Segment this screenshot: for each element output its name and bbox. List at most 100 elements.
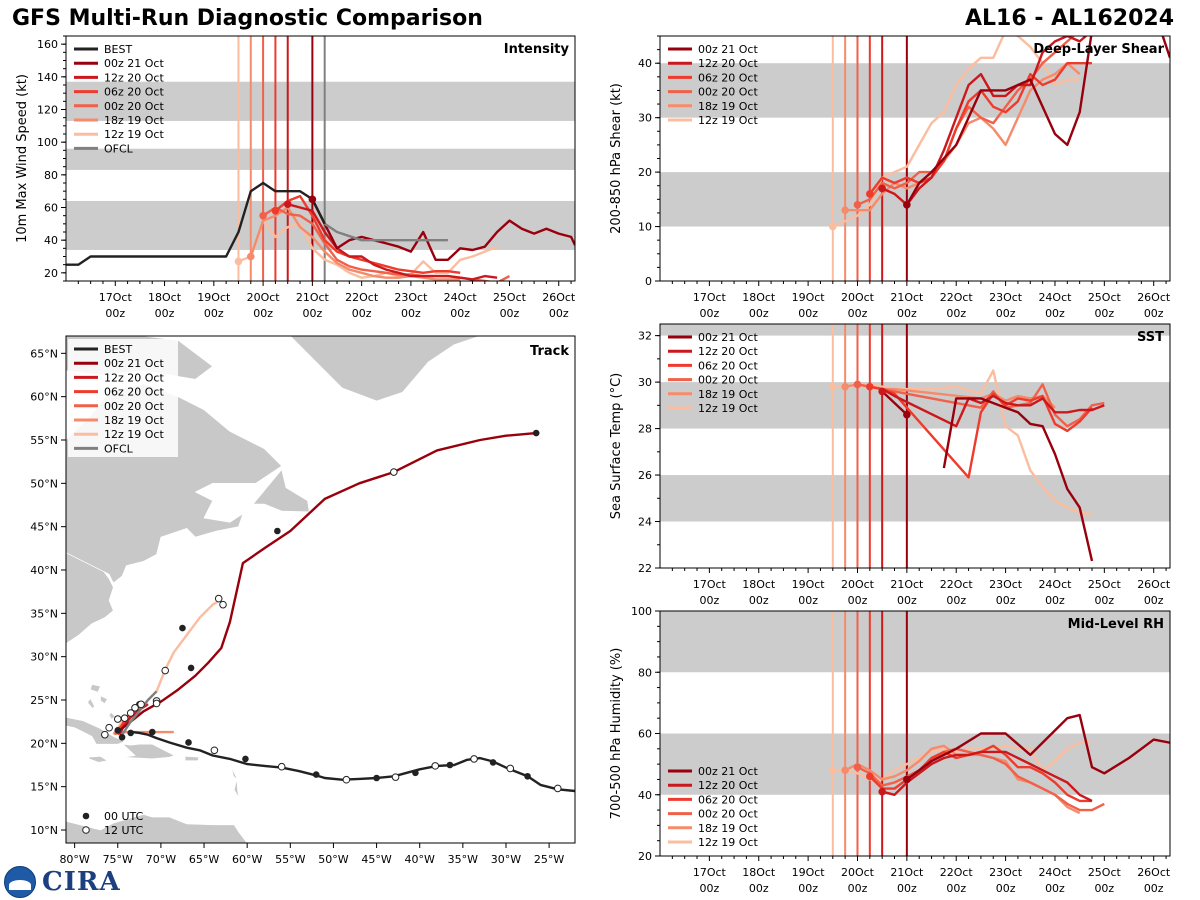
y-tick-label: 32 — [638, 330, 652, 343]
y-tick-label: 22 — [638, 562, 652, 575]
y-tick-label: 80 — [638, 666, 652, 679]
x-tick-label: 00z — [848, 594, 868, 607]
x-tick-label: 20Oct — [247, 291, 281, 304]
shaded-band — [660, 611, 1170, 673]
x-tick-label: 80°W — [59, 853, 89, 866]
track-line — [113, 730, 174, 735]
x-tick-label: 00z — [352, 307, 372, 320]
x-tick-label: 00z — [749, 307, 769, 320]
x-tick-label: 19Oct — [197, 291, 231, 304]
x-tick-label: 45°W — [361, 853, 391, 866]
y-tick-label: 60 — [638, 728, 652, 741]
point-12utc — [553, 784, 562, 793]
x-tick-label: 00z — [848, 882, 868, 895]
axes-frame — [65, 335, 576, 844]
legend-entry: 00z 21 Oct — [698, 765, 758, 778]
x-tick-label: 00z — [1094, 594, 1114, 607]
y-tick-label: 20 — [44, 267, 58, 280]
point-00utc — [127, 729, 135, 737]
legend-entry: 00z 21 Oct — [698, 331, 758, 344]
y-axis-label: 700-500 hPa Humidity (%) — [609, 648, 624, 820]
init-marker — [828, 382, 837, 391]
point-12utc — [210, 746, 219, 755]
x-tick-label: 25°W — [534, 853, 564, 866]
y-tick-label: 100 — [37, 136, 58, 149]
y-tick-label: 28 — [638, 423, 652, 436]
point-12utc — [506, 764, 515, 773]
point-00utc — [524, 772, 531, 780]
legend-point-12utc — [82, 826, 90, 834]
x-tick-label: 00z — [798, 307, 818, 320]
init-marker — [903, 200, 911, 209]
legend-entry: 12z 20 Oct — [698, 57, 758, 70]
page-title: GFS Multi-Run Diagnostic Comparison — [12, 6, 483, 31]
x-tick-label: 18Oct — [742, 578, 776, 591]
x-tick-label: 00z — [450, 307, 470, 320]
x-tick-label: 00z — [749, 594, 769, 607]
x-tick-label: 00z — [1094, 307, 1114, 320]
y-tick-label: 160 — [37, 38, 58, 51]
x-tick-label: 00z — [253, 307, 273, 320]
x-tick-label: 19Oct — [792, 578, 826, 591]
point-00utc — [274, 527, 281, 535]
y-tick-label: 10°N — [30, 824, 58, 837]
x-tick-label: 00z — [549, 307, 569, 320]
land-mass — [87, 697, 95, 710]
y-tick-label: 20 — [638, 850, 652, 863]
x-tick-label: 23Oct — [989, 578, 1023, 591]
x-tick-label: 00z — [1045, 882, 1065, 895]
x-tick-label: 35°W — [448, 853, 478, 866]
x-tick-label: 00z — [1094, 882, 1114, 895]
series-line — [238, 219, 498, 279]
series-line — [249, 206, 461, 281]
x-tick-label: 19Oct — [792, 866, 826, 879]
x-tick-label: 00z — [204, 307, 224, 320]
point-12utc — [431, 762, 440, 770]
init-marker — [828, 222, 837, 231]
point-12utc — [105, 723, 113, 732]
point-12utc — [113, 715, 122, 723]
y-axis-label: Sea Surface Temp (°C) — [609, 373, 624, 520]
plot-area — [660, 611, 1170, 856]
x-tick-label: 00z — [996, 882, 1016, 895]
y-tick-label: 55°N — [30, 434, 58, 447]
y-tick-label: 26 — [638, 469, 652, 482]
legend-entry: 18z 19 Oct — [698, 822, 758, 835]
x-tick-label: 00z — [302, 307, 322, 320]
legend-entry: 00z 20 Oct — [698, 374, 758, 387]
init-marker — [853, 380, 862, 389]
x-tick-label: 00z — [946, 882, 966, 895]
y-tick-label: 80 — [44, 169, 58, 182]
x-tick-label: 18Oct — [742, 866, 776, 879]
legend-entry: OFCL — [104, 142, 134, 155]
point-00utc — [118, 733, 126, 741]
y-tick-label: 30 — [638, 112, 652, 125]
point-00utc — [489, 759, 497, 766]
legend-entry: 18z 19 Oct — [698, 100, 758, 113]
x-tick-label: 00z — [897, 594, 917, 607]
panel-title: SST — [1137, 330, 1164, 345]
x-tick-label: 25Oct — [493, 291, 527, 304]
init-marker — [841, 206, 849, 215]
x-tick-label: 65°W — [189, 853, 219, 866]
x-tick-label: 00z — [105, 307, 125, 320]
legend-entry: BEST — [104, 343, 132, 356]
point-00utc — [179, 624, 186, 632]
x-tick-label: 24Oct — [1038, 866, 1072, 879]
series-line — [869, 385, 1093, 479]
init-marker — [866, 190, 874, 198]
legend-entry: 12z 19 Oct — [104, 428, 164, 441]
series-line — [905, 36, 1170, 206]
legend-entry: 18z 19 Oct — [104, 414, 164, 427]
x-tick-label: 00z — [699, 307, 719, 320]
panel-intensity: 20 40 60 80 100 120 140 160 17Oct 00z 18Oct 00z 19Oc… — [15, 35, 576, 320]
panel-rh: 20 40 60 80 100 17Oct 00z 18Oct 00z 19Oct 00z 20Oct… — [609, 605, 1171, 895]
panel-title: Deep-Layer Shear — [1033, 42, 1164, 57]
cira-logo-text: CIRA — [42, 867, 121, 897]
logo: CIRA — [4, 866, 121, 898]
x-tick-label: 00z — [848, 307, 868, 320]
legend-entry: 00z 20 Oct — [104, 400, 164, 413]
point-12utc — [219, 600, 227, 609]
init-marker — [903, 410, 911, 419]
